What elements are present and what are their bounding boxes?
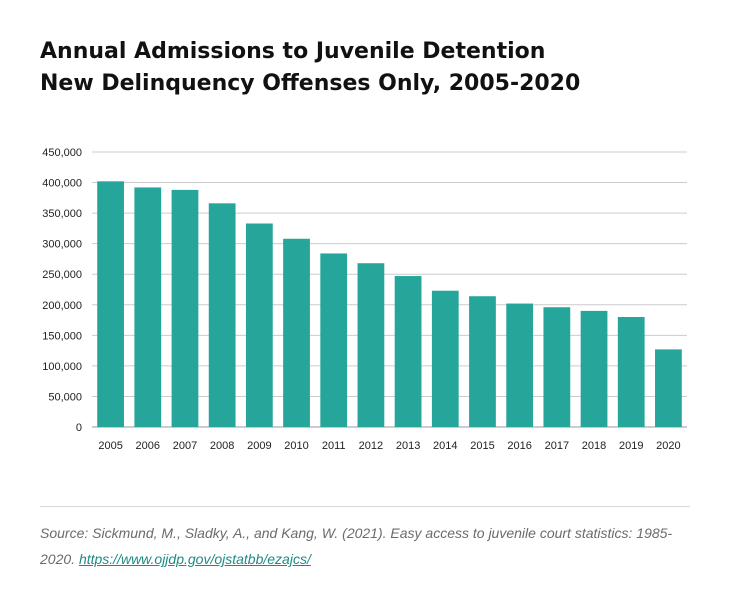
x-tick-label: 2018 bbox=[582, 440, 606, 452]
y-tick-label: 350,000 bbox=[42, 208, 82, 220]
bar-2020 bbox=[655, 349, 682, 427]
y-tick-label: 100,000 bbox=[42, 361, 82, 373]
bar-2009 bbox=[245, 223, 273, 427]
divider bbox=[40, 506, 690, 507]
y-tick-label: 50,000 bbox=[48, 391, 82, 403]
bar-2018 bbox=[580, 310, 608, 427]
bar-2008 bbox=[208, 203, 236, 427]
x-tick-label: 2014 bbox=[433, 440, 457, 452]
bar-2007 bbox=[171, 189, 199, 427]
y-tick-label: 150,000 bbox=[42, 330, 82, 342]
bar-2017 bbox=[543, 307, 571, 427]
bar-chart: 0 50,000 100,000 150,000 200,000 250,000 300,0… bbox=[42, 147, 687, 452]
bar-2016 bbox=[506, 303, 534, 427]
x-tick-label: 2015 bbox=[470, 440, 494, 452]
bar-2005 bbox=[97, 181, 124, 427]
bar-2012 bbox=[357, 263, 385, 427]
y-tick-label: 450,000 bbox=[42, 147, 82, 159]
y-tick-label: 300,000 bbox=[42, 239, 82, 251]
bar-2006 bbox=[134, 187, 162, 427]
bar-2011 bbox=[320, 253, 348, 427]
y-tick-label: 400,000 bbox=[42, 178, 82, 190]
y-tick-label: 200,000 bbox=[42, 300, 82, 312]
bar-2010 bbox=[283, 238, 310, 427]
chart-title: Annual Admissions to Juvenile Detention bbox=[40, 39, 546, 64]
x-tick-label: 2017 bbox=[545, 440, 569, 452]
x-tick-label: 2016 bbox=[507, 440, 531, 452]
x-tick-label: 2010 bbox=[284, 440, 308, 452]
x-tick-label: 2007 bbox=[173, 440, 197, 452]
x-tick-label: 2020 bbox=[656, 440, 680, 452]
x-tick-label: 2013 bbox=[396, 440, 420, 452]
x-tick-label: 2006 bbox=[136, 440, 160, 452]
bar-2014 bbox=[431, 290, 459, 427]
x-tick-label: 2005 bbox=[98, 440, 122, 452]
source-link[interactable]: https://www.ojjdp.gov/ojstatbb/ezajcs/ bbox=[78, 551, 311, 567]
x-tick-label: 2011 bbox=[322, 440, 346, 452]
y-tick-label: 250,000 bbox=[42, 269, 82, 281]
source-citation: Source: Sickmund, M., Sladky, A., and Ka… bbox=[40, 520, 700, 572]
x-tick-label: 2008 bbox=[210, 440, 234, 452]
chart-subtitle: New Delinquency Offenses Only, 2005-2020 bbox=[40, 71, 581, 96]
y-tick-label: 0 bbox=[76, 422, 82, 434]
source-text: Source: Sickmund, M., Sladky, A., and Ka… bbox=[40, 525, 673, 567]
chart-title-block: Annual Admissions to Juvenile Detention … bbox=[40, 36, 720, 100]
x-tick-label: 2019 bbox=[619, 440, 643, 452]
bar-2019 bbox=[617, 317, 645, 427]
bar-2015 bbox=[469, 296, 496, 427]
bar-2013 bbox=[394, 276, 422, 427]
x-tick-label: 2009 bbox=[247, 440, 271, 452]
x-tick-label: 2012 bbox=[359, 440, 383, 452]
